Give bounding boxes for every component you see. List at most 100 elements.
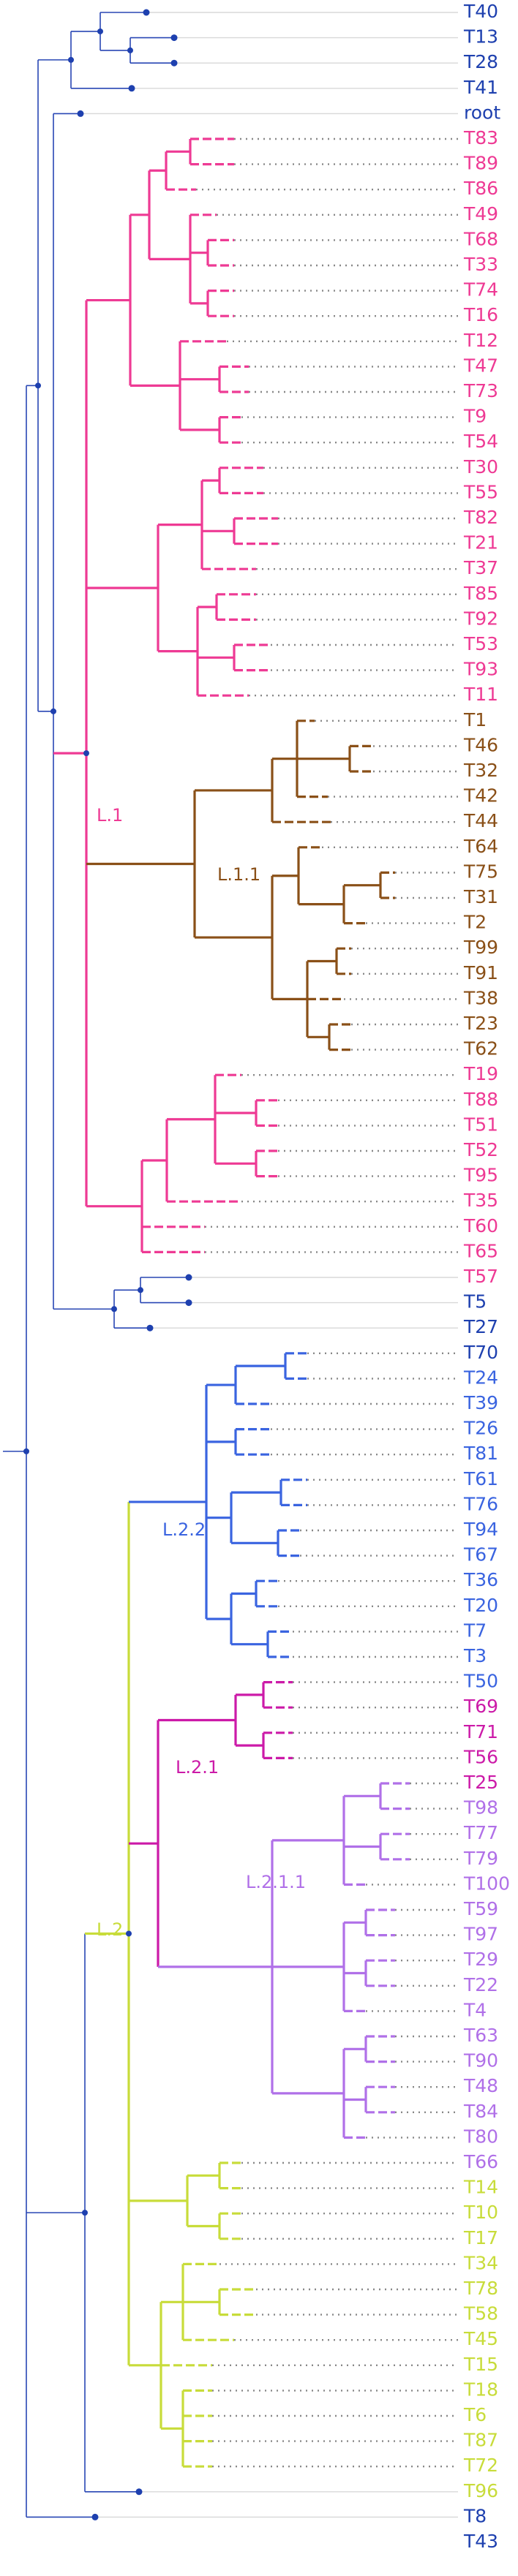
tip-label-T93: T93 [463, 659, 498, 680]
tip-label-T26: T26 [463, 1418, 498, 1439]
tip-label-T68: T68 [463, 228, 498, 249]
node-marker [82, 2210, 88, 2216]
node-marker [111, 1306, 117, 1312]
tip-label-T77: T77 [463, 1822, 498, 1843]
tip-label-T45: T45 [463, 2328, 498, 2349]
tip-label-T64: T64 [463, 836, 498, 857]
tip-label-T28: T28 [463, 51, 498, 72]
tip-label-T55: T55 [463, 481, 498, 502]
clade-label-L-2-2: L.2.2 [162, 1519, 206, 1540]
tip-label-T88: T88 [463, 1089, 498, 1110]
tip-label-T31: T31 [463, 886, 498, 907]
node-marker [83, 750, 89, 757]
node-marker [23, 1448, 29, 1454]
tip-label-T16: T16 [463, 304, 498, 325]
tip-label-T14: T14 [463, 2177, 498, 2198]
tree-branches [3, 12, 410, 2518]
clade-label-L-1: L.1 [97, 805, 123, 826]
tip-label-T87: T87 [463, 2430, 498, 2451]
tip-label-T44: T44 [463, 810, 498, 831]
tip-label-T37: T37 [463, 557, 498, 578]
clade-label-L-2-1-1: L.2.1.1 [246, 1872, 306, 1892]
tip-label-T52: T52 [463, 1139, 498, 1160]
tip-label-T78: T78 [463, 2278, 498, 2299]
tip-label-T29: T29 [463, 1949, 498, 1970]
tip-label-T35: T35 [463, 1190, 498, 1211]
tip-label-T67: T67 [463, 1544, 498, 1565]
tip-label-T51: T51 [463, 1114, 498, 1135]
clade-labels: L.1 L.1.1 L.2 L.2.1 L.2.1.1 L.2.2 [97, 805, 306, 1940]
tip-label-T4: T4 [463, 1999, 487, 2020]
tip-label-T15: T15 [463, 2354, 498, 2375]
tip-label-T1: T1 [463, 709, 487, 730]
tip-guide-lines [80, 12, 458, 2518]
tip-label-T39: T39 [463, 1392, 498, 1413]
tip-marker [185, 1274, 192, 1281]
tip-label-T48: T48 [463, 2075, 498, 2096]
node-marker [50, 708, 56, 714]
tip-label-T17: T17 [463, 2227, 498, 2248]
tip-label-T76: T76 [463, 1493, 498, 1514]
tip-label-T30: T30 [463, 456, 498, 477]
tip-label-T61: T61 [463, 1468, 498, 1489]
tip-label-T20: T20 [463, 1595, 498, 1616]
tip-marker [135, 2488, 143, 2496]
tip-label-T90: T90 [463, 2050, 498, 2071]
tip-label-T75: T75 [463, 861, 498, 882]
tip-label-T57: T57 [463, 1266, 498, 1287]
tip-label-T27: T27 [463, 1316, 498, 1337]
tip-label-T74: T74 [463, 279, 498, 301]
tip-label-T96: T96 [463, 2480, 498, 2501]
tip-label-T54: T54 [463, 431, 498, 452]
tip-label-T84: T84 [463, 2101, 498, 2122]
tip-label-T34: T34 [463, 2252, 498, 2273]
tip-label-T85: T85 [463, 583, 498, 604]
tip-label-T25: T25 [463, 1772, 498, 1793]
tip-label-T12: T12 [463, 330, 498, 351]
tip-label-T5: T5 [463, 1291, 487, 1312]
tip-marker [91, 2513, 99, 2520]
tip-label-T7: T7 [463, 1620, 487, 1641]
tip-label-T49: T49 [463, 203, 498, 224]
tip-marker [143, 9, 150, 16]
tip-label-T95: T95 [463, 1165, 498, 1186]
tip-label-T9: T9 [463, 406, 487, 427]
tip-marker [77, 110, 84, 117]
tree-node-markers [23, 9, 192, 2520]
tip-label-T63: T63 [463, 2025, 498, 2046]
tip-label-root: root [464, 102, 500, 123]
clade-label-L-1-1: L.1.1 [217, 864, 260, 885]
tip-label-T97: T97 [463, 1924, 498, 1945]
tip-label-T40: T40 [463, 1, 498, 22]
tip-label-T11: T11 [463, 684, 498, 705]
tip-marker [128, 85, 135, 92]
tip-label-T2: T2 [463, 912, 487, 933]
tip-label-T89: T89 [463, 153, 498, 174]
tip-label-T73: T73 [463, 380, 498, 401]
tip-label-T100: T100 [463, 1873, 510, 1894]
tip-label-T72: T72 [463, 2455, 498, 2476]
node-marker [126, 1930, 132, 1937]
tip-label-T80: T80 [463, 2126, 498, 2147]
tip-label-T6: T6 [463, 2404, 487, 2425]
tip-label-T58: T58 [463, 2303, 498, 2324]
tip-marker [146, 1324, 154, 1332]
tip-label-T66: T66 [463, 2151, 498, 2172]
node-marker [35, 382, 41, 389]
tip-label-T18: T18 [463, 2379, 498, 2400]
tip-label-T19: T19 [463, 1063, 498, 1084]
tip-label-T56: T56 [463, 1746, 498, 1767]
tip-label-T8: T8 [463, 2505, 487, 2526]
tip-label-T38: T38 [463, 987, 498, 1008]
tip-label-T24: T24 [463, 1367, 498, 1388]
tip-label-T99: T99 [463, 937, 498, 958]
tip-label-T41: T41 [463, 77, 498, 98]
tip-label-T10: T10 [463, 2202, 498, 2223]
tip-label-T70: T70 [463, 1342, 498, 1363]
tip-label-T32: T32 [463, 760, 498, 781]
tip-label-T43: T43 [463, 2531, 498, 2552]
tip-label-T3: T3 [463, 1645, 487, 1666]
tip-label-T42: T42 [463, 785, 498, 807]
node-marker [138, 1287, 143, 1293]
